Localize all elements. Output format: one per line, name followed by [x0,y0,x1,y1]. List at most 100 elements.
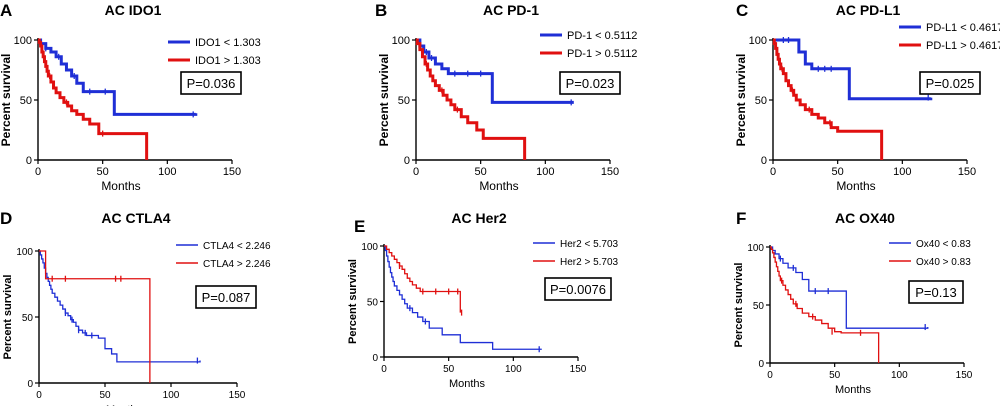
x-tick-label: 100 [536,166,554,178]
x-tick-label: 50 [475,166,487,178]
panel-c: C AC PD-L1 0 50 100 150 0 50 100 Months Percent su… [734,1,1000,193]
chart-title: AC Her2 [451,210,506,226]
x-tick-label: 0 [36,390,42,401]
y-tick-label: 100 [14,35,32,47]
pvalue-text: P=0.13 [915,285,957,300]
pvalue-box [908,280,964,304]
series-line-high [384,245,461,313]
legend-label: IDO1 > 1.303 [195,55,261,67]
y-axis-label: Percent survival [0,54,13,147]
pvalue-box [559,71,621,95]
x-tick-label: 0 [413,166,419,178]
pvalue-text: P=0.036 [187,76,236,91]
x-tick-label: 150 [958,166,976,178]
legend-label: PD-1 < 0.5112 [567,30,637,42]
y-tick-label: 50 [20,95,32,107]
chart-title: AC IDO1 [105,2,162,18]
x-axis-label: Months [836,179,875,193]
series-line-high [37,38,149,160]
y-tick-label: 100 [361,242,378,253]
y-tick-label: 0 [761,155,767,167]
x-tick-label: 100 [158,166,176,178]
x-tick-label: 50 [97,166,109,178]
panel-e: E AC Her2 0 50 100 150 0 50 100 Months Percent sur… [347,210,619,390]
x-tick-label: 0 [770,166,776,178]
y-tick-label: 100 [747,243,764,254]
legend-label: Her2 < 5.703 [560,239,619,250]
panel-label: F [736,209,746,228]
panel-label: A [0,1,12,20]
y-tick-label: 0 [372,353,378,364]
x-tick-label: 150 [223,166,241,178]
y-tick-label: 100 [749,35,767,47]
y-tick-label: 50 [753,301,765,312]
x-tick-label: 50 [829,370,841,381]
chart-title: AC PD-L1 [836,2,901,18]
pvalue-box [544,277,612,301]
legend-label: Her2 > 5.703 [560,257,619,268]
panel-label: C [736,1,748,20]
y-axis-label: Percent survival [734,54,748,147]
legend-label: Ox40 > 0.83 [916,257,971,268]
legend-label: PD-1 > 0.5112 [567,48,637,60]
x-tick-label: 0 [35,166,41,178]
pvalue-box [919,71,981,95]
x-axis-label: Months [106,404,143,406]
series-line-high [772,38,884,160]
series-line-high [39,250,151,383]
y-tick-label: 0 [26,155,32,167]
pvalue-text: P=0.023 [566,76,615,91]
x-axis-label: Months [101,179,140,193]
x-tick-label: 50 [443,364,455,375]
x-axis-label: Months [835,384,872,396]
series-line-low [773,38,933,101]
legend-label: Ox40 < 0.83 [916,239,971,250]
y-tick-label: 50 [398,95,410,107]
chart-title: AC PD-1 [483,2,539,18]
series-line-low [38,38,198,116]
y-tick-label: 0 [758,359,764,370]
y-tick-label: 0 [404,155,410,167]
x-axis-label: Months [449,378,486,390]
y-tick-label: 50 [22,313,34,324]
x-tick-label: 50 [832,166,844,178]
y-axis-label: Percent survival [377,54,391,147]
panel-b: B AC PD-1 0 50 100 150 0 50 100 Months Percent sur… [375,1,637,193]
y-tick-label: 50 [755,95,767,107]
panel-label: B [375,1,387,20]
chart-title: AC OX40 [835,210,895,226]
pvalue-text: P=0.0076 [550,282,606,297]
panel-label: D [0,209,12,228]
series-line-low [416,38,574,104]
pvalue-box [180,71,242,95]
x-axis-label: Months [479,179,518,193]
x-tick-label: 150 [956,370,973,381]
pvalue-box [195,285,257,309]
x-tick-label: 100 [891,370,908,381]
x-tick-label: 0 [381,364,387,375]
legend-label: CTLA4 > 2.246 [203,259,271,270]
x-tick-label: 150 [601,166,619,178]
series-line-low [384,245,542,350]
panel-f: F AC OX40 0 50 100 150 0 50 100 Months Percent sur… [733,209,973,396]
x-tick-label: 100 [163,390,180,401]
y-tick-label: 100 [392,35,410,47]
pvalue-text: P=0.087 [202,290,251,305]
y-tick-label: 50 [367,298,379,309]
panel-label: E [354,217,365,236]
pvalue-text: P=0.025 [926,76,975,91]
series-line-low [770,246,929,329]
legend-label: CTLA4 < 2.246 [203,241,271,252]
legend-label: PD-L1 > 0.4617 [926,40,1000,52]
x-tick-label: 50 [99,390,111,401]
y-tick-label: 0 [27,379,33,390]
y-axis-label: Percent survival [2,275,14,360]
series-line-high [770,246,880,363]
y-axis-label: Percent survival [733,263,745,348]
x-tick-label: 150 [229,390,246,401]
x-tick-label: 150 [570,364,587,375]
x-tick-label: 100 [893,166,911,178]
panel-a: A AC IDO1 0 50 100 150 0 50 100 Months Percent sur… [0,1,261,193]
x-tick-label: 0 [767,370,773,381]
